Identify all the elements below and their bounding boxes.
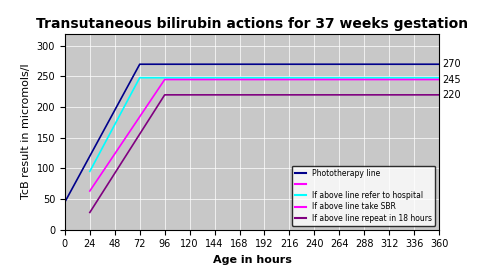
If above line refer to hospital (137, 76, 143, 80)
Line: Phototherapy line: Phototherapy line (65, 64, 439, 202)
If above line take SBR (436, 78, 442, 81)
Line: If above line take SBR: If above line take SBR (90, 80, 439, 191)
Text: 245: 245 (442, 74, 461, 85)
If above line take SBR (162, 78, 168, 81)
If above line repeat in 18 hours (436, 93, 442, 97)
If above line refer to hospital (87, 170, 93, 173)
If above line take SBR (87, 189, 93, 193)
Line: If above line refer to hospital: If above line refer to hospital (90, 78, 439, 171)
Phototherapy line (436, 62, 442, 66)
If above line repeat in 18 hours (162, 93, 168, 97)
Phototherapy line (137, 62, 143, 66)
X-axis label: Age in hours: Age in hours (213, 255, 291, 265)
Text: 220: 220 (442, 90, 461, 100)
If above line refer to hospital (436, 76, 442, 80)
Line: If above line repeat in 18 hours: If above line repeat in 18 hours (90, 95, 439, 213)
Y-axis label: TcB result in micromols/l: TcB result in micromols/l (21, 64, 31, 199)
Title: Transutaneous bilirubin actions for 37 weeks gestation: Transutaneous bilirubin actions for 37 w… (36, 17, 468, 31)
Text: 270: 270 (442, 59, 461, 69)
Phototherapy line (62, 200, 68, 204)
Legend: Phototherapy line, , If above line refer to hospital, If above line take SBR, If: Phototherapy line, , If above line refer… (291, 165, 435, 226)
If above line repeat in 18 hours (87, 211, 93, 214)
